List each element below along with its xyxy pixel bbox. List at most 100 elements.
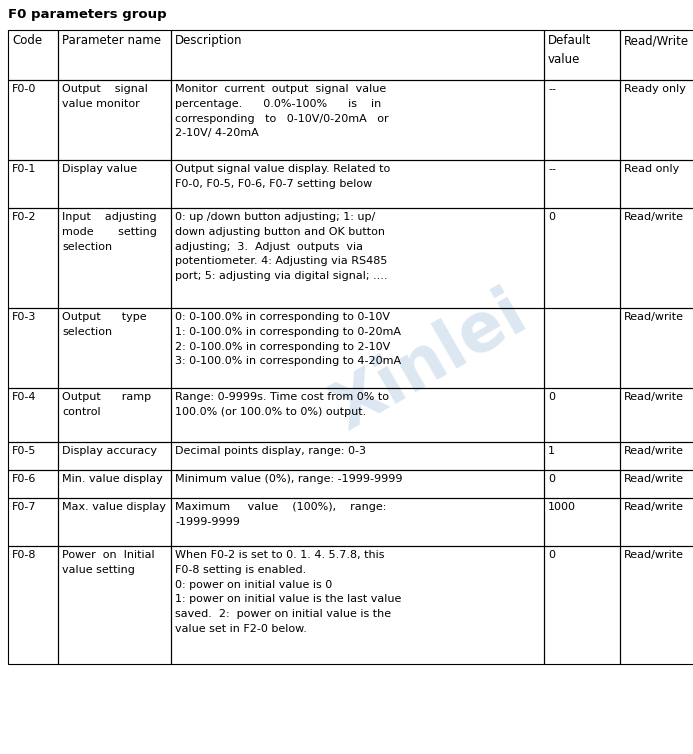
Text: --: -- — [548, 84, 556, 94]
Text: Description: Description — [175, 34, 243, 47]
Bar — [620, 442, 693, 470]
Text: Read/write: Read/write — [624, 392, 684, 402]
Bar — [544, 470, 620, 498]
Bar — [171, 546, 544, 664]
Bar — [544, 160, 620, 208]
Bar — [620, 308, 693, 388]
Bar — [171, 160, 544, 208]
Text: 0: 0 — [548, 392, 555, 402]
Bar — [58, 442, 171, 470]
Bar — [544, 30, 620, 80]
Bar — [58, 208, 171, 308]
Bar — [544, 80, 620, 160]
Bar — [620, 546, 693, 664]
Bar — [544, 442, 620, 470]
Text: 0: 0 — [548, 474, 555, 484]
Text: F0-7: F0-7 — [12, 502, 37, 512]
Bar — [8, 470, 58, 498]
Text: Read/write: Read/write — [624, 502, 684, 512]
Bar — [171, 388, 544, 442]
Text: F0-4: F0-4 — [12, 392, 37, 402]
Bar — [171, 308, 544, 388]
Text: Read/write: Read/write — [624, 446, 684, 456]
Text: F0 parameters group: F0 parameters group — [8, 8, 166, 21]
Text: F0-5: F0-5 — [12, 446, 36, 456]
Bar — [544, 208, 620, 308]
Text: 1000: 1000 — [548, 502, 576, 512]
Text: Maximum     value    (100%),    range:
-1999-9999: Maximum value (100%), range: -1999-9999 — [175, 502, 387, 527]
Text: Read/write: Read/write — [624, 550, 684, 560]
Bar — [8, 388, 58, 442]
Text: 0: up /down button adjusting; 1: up/
down adjusting button and OK button
adjusti: 0: up /down button adjusting; 1: up/ dow… — [175, 212, 387, 281]
Text: 0: 0 — [548, 550, 555, 560]
Text: Power  on  Initial
value setting: Power on Initial value setting — [62, 550, 155, 575]
Text: When F0-2 is set to 0. 1. 4. 5.7.8, this
F0-8 setting is enabled.
0: power on in: When F0-2 is set to 0. 1. 4. 5.7.8, this… — [175, 550, 401, 634]
Text: Default
value: Default value — [548, 34, 591, 66]
Bar — [58, 388, 171, 442]
Bar — [58, 546, 171, 664]
Bar — [8, 498, 58, 546]
Bar — [58, 160, 171, 208]
Bar — [544, 388, 620, 442]
Text: Decimal points display, range: 0-3: Decimal points display, range: 0-3 — [175, 446, 366, 456]
Text: F0-3: F0-3 — [12, 312, 36, 322]
Bar — [8, 80, 58, 160]
Text: Read/write: Read/write — [624, 312, 684, 322]
Text: --: -- — [548, 164, 556, 174]
Text: Read/Write: Read/Write — [624, 34, 689, 47]
Text: Output      ramp
control: Output ramp control — [62, 392, 151, 417]
Bar — [58, 498, 171, 546]
Bar — [171, 470, 544, 498]
Bar — [58, 308, 171, 388]
Bar — [58, 30, 171, 80]
Bar — [171, 208, 544, 308]
Text: 0: 0-100.0% in corresponding to 0-10V
1: 0-100.0% in corresponding to 0-20mA
2: : 0: 0-100.0% in corresponding to 0-10V 1:… — [175, 312, 401, 366]
Text: Input    adjusting
mode       setting
selection: Input adjusting mode setting selection — [62, 212, 157, 252]
Bar — [544, 308, 620, 388]
Text: Output signal value display. Related to
F0-0, F0-5, F0-6, F0-7 setting below: Output signal value display. Related to … — [175, 164, 390, 188]
Bar — [620, 388, 693, 442]
Bar — [171, 442, 544, 470]
Text: 1: 1 — [548, 446, 555, 456]
Text: Read/write: Read/write — [624, 212, 684, 222]
Text: Xinlei: Xinlei — [321, 280, 538, 443]
Text: F0-1: F0-1 — [12, 164, 36, 174]
Text: F0-0: F0-0 — [12, 84, 36, 94]
Bar — [544, 498, 620, 546]
Bar — [620, 208, 693, 308]
Text: Display value: Display value — [62, 164, 137, 174]
Text: Minimum value (0%), range: -1999-9999: Minimum value (0%), range: -1999-9999 — [175, 474, 403, 484]
Bar — [8, 442, 58, 470]
Text: Code: Code — [12, 34, 42, 47]
Bar — [171, 80, 544, 160]
Bar — [58, 470, 171, 498]
Text: F0-2: F0-2 — [12, 212, 37, 222]
Bar — [171, 498, 544, 546]
Text: Read only: Read only — [624, 164, 679, 174]
Bar — [620, 30, 693, 80]
Text: Range: 0-9999s. Time cost from 0% to
100.0% (or 100.0% to 0%) output.: Range: 0-9999s. Time cost from 0% to 100… — [175, 392, 389, 417]
Text: F0-8: F0-8 — [12, 550, 37, 560]
Bar — [620, 80, 693, 160]
Bar — [171, 30, 544, 80]
Bar — [58, 80, 171, 160]
Bar — [8, 546, 58, 664]
Bar — [8, 308, 58, 388]
Bar — [8, 30, 58, 80]
Bar — [8, 208, 58, 308]
Text: Ready only: Ready only — [624, 84, 686, 94]
Text: F0-6: F0-6 — [12, 474, 36, 484]
Text: Parameter name: Parameter name — [62, 34, 161, 47]
Bar — [544, 546, 620, 664]
Text: Monitor  current  output  signal  value
percentage.      0.0%-100%      is    in: Monitor current output signal value perc… — [175, 84, 389, 139]
Text: Output      type
selection: Output type selection — [62, 312, 147, 337]
Text: Min. value display: Min. value display — [62, 474, 163, 484]
Text: 0: 0 — [548, 212, 555, 222]
Text: Display accuracy: Display accuracy — [62, 446, 157, 456]
Bar — [620, 498, 693, 546]
Bar — [620, 470, 693, 498]
Bar — [8, 160, 58, 208]
Bar — [620, 160, 693, 208]
Text: Output    signal
value monitor: Output signal value monitor — [62, 84, 148, 109]
Text: Read/write: Read/write — [624, 474, 684, 484]
